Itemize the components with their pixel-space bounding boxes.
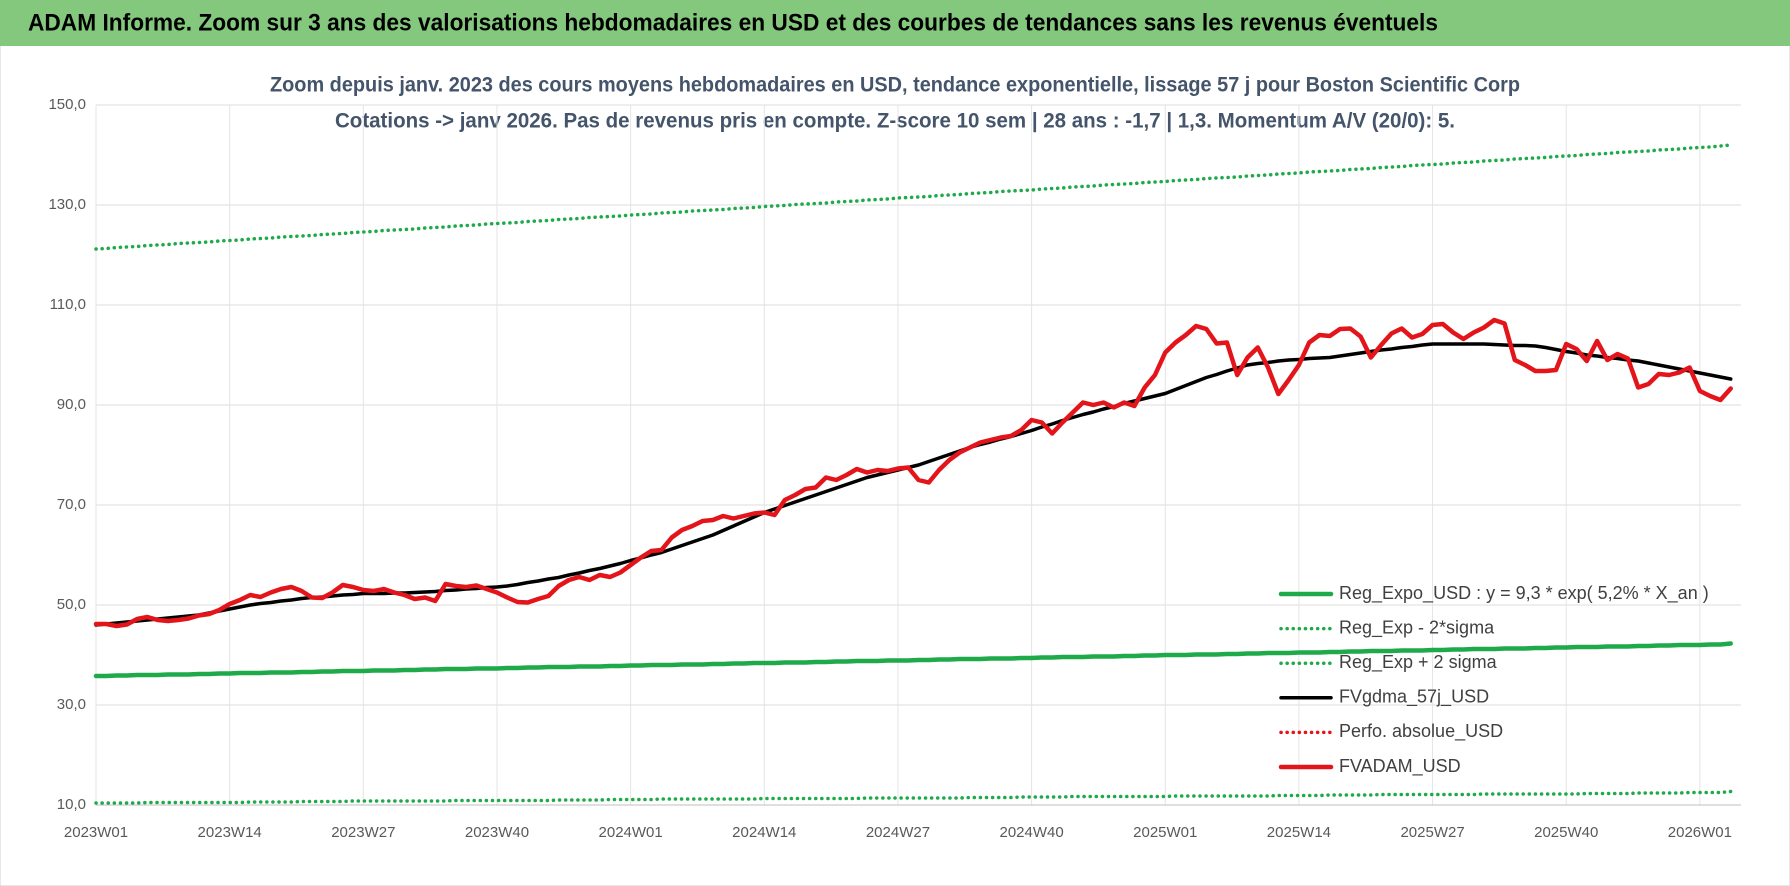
y-tick-label: 150,0: [48, 96, 86, 113]
x-tick-label: 2023W14: [198, 824, 262, 841]
legend-label: Reg_Exp + 2 sigma: [1339, 652, 1498, 673]
x-tick-label: 2023W01: [64, 824, 128, 841]
legend-label: Reg_Expo_USD : y = 9,3 * exp( 5,2% * X_a…: [1339, 583, 1709, 604]
x-tick-label: 2024W14: [732, 824, 796, 841]
series-line: [93, 317, 1733, 629]
series-line: [93, 641, 1733, 679]
x-tick-label: 2024W40: [999, 824, 1063, 841]
legend-label: Perfo. absolue_USD: [1339, 721, 1503, 742]
y-tick-label: 90,0: [57, 396, 86, 413]
header-bar: [0, 0, 1790, 46]
x-tick-label: 2023W40: [465, 824, 529, 841]
header-title: ADAM Informe. Zoom sur 3 ans des valoris…: [28, 9, 1438, 36]
y-tick-label: 10,0: [57, 796, 86, 813]
x-tick-label: 2023W27: [331, 824, 395, 841]
y-tick-label: 130,0: [48, 196, 86, 213]
x-tick-label: 2025W14: [1267, 824, 1331, 841]
y-tick-label: 110,0: [50, 296, 86, 313]
y-tick-label: 70,0: [57, 496, 86, 513]
x-tick-label: 2024W27: [866, 824, 930, 841]
x-tick-label: 2025W27: [1400, 824, 1464, 841]
legend-label: Reg_Exp - 2*sigma: [1339, 617, 1495, 638]
legend-label: FVADAM_USD: [1339, 756, 1461, 777]
legend-label: FVgdma_57j_USD: [1339, 687, 1489, 708]
chart-subtitle: Cotations -> janv 2026. Pas de revenus p…: [335, 110, 1455, 133]
x-tick-label: 2026W01: [1668, 824, 1732, 841]
series-line: [94, 143, 1733, 251]
x-tick-label: 2024W01: [599, 824, 663, 841]
x-tick-label: 2025W40: [1534, 824, 1598, 841]
series-line: [94, 342, 1733, 627]
series-line: [94, 789, 1733, 805]
y-tick-label: 30,0: [57, 696, 86, 713]
x-tick-label: 2025W01: [1133, 824, 1197, 841]
chart-title: Zoom depuis janv. 2023 des cours moyens …: [270, 74, 1520, 97]
y-tick-label: 50,0: [57, 596, 86, 613]
